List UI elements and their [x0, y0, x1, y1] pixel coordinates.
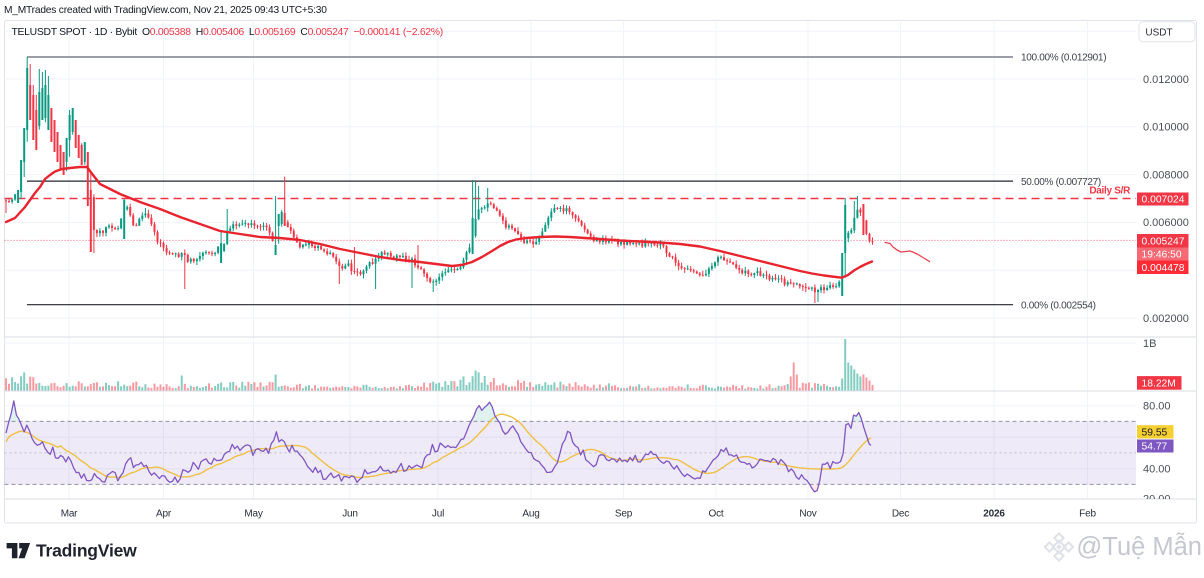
svg-text:Apr: Apr [156, 509, 172, 520]
svg-text:0.007024: 0.007024 [1142, 195, 1185, 206]
svg-text:Feb: Feb [1079, 509, 1096, 520]
svg-text:0.005247: 0.005247 [1142, 236, 1185, 247]
svg-text:Oct: Oct [709, 509, 724, 520]
svg-text:Jun: Jun [342, 509, 358, 520]
svg-text:0.010000: 0.010000 [1143, 122, 1189, 134]
svg-text:TradingView: TradingView [36, 541, 137, 561]
svg-text:40.00: 40.00 [1143, 464, 1171, 476]
svg-text:1B: 1B [1143, 338, 1156, 350]
svg-text:Daily S/R: Daily S/R [1089, 186, 1131, 197]
svg-text:@Tuệ Mẫn: @Tuệ Mẫn [1076, 532, 1202, 561]
svg-text:Nov: Nov [799, 509, 816, 520]
svg-text:18.22M: 18.22M [1142, 379, 1176, 390]
svg-text:0.00% (0.002554): 0.00% (0.002554) [1021, 300, 1096, 311]
svg-text:0.012000: 0.012000 [1143, 74, 1189, 86]
svg-text:100.00% (0.012901): 100.00% (0.012901) [1021, 53, 1106, 64]
svg-text:20.00: 20.00 [1143, 494, 1171, 506]
svg-text:Jul: Jul [432, 509, 444, 520]
svg-text:M_MTrades created with Trading: M_MTrades created with TradingView.com, … [4, 5, 327, 16]
svg-text:Aug: Aug [522, 509, 539, 520]
svg-text:0.002000: 0.002000 [1143, 313, 1189, 325]
svg-text:USDT: USDT [1145, 27, 1172, 38]
svg-text:0.006000: 0.006000 [1143, 217, 1189, 229]
svg-text:May: May [244, 509, 262, 520]
svg-text:59.55: 59.55 [1142, 428, 1168, 439]
svg-text:54.77: 54.77 [1142, 442, 1168, 453]
svg-text:Dec: Dec [892, 509, 909, 520]
svg-text:50.00% (0.007727): 50.00% (0.007727) [1021, 177, 1101, 188]
svg-text:Mar: Mar [61, 509, 78, 520]
svg-text:0.004478: 0.004478 [1142, 263, 1185, 274]
svg-text:0.008000: 0.008000 [1143, 169, 1189, 181]
svg-text:19:46:50: 19:46:50 [1142, 250, 1182, 261]
svg-text:80.00: 80.00 [1143, 401, 1171, 413]
svg-text:Sep: Sep [615, 509, 633, 520]
svg-text:2026: 2026 [983, 509, 1005, 520]
